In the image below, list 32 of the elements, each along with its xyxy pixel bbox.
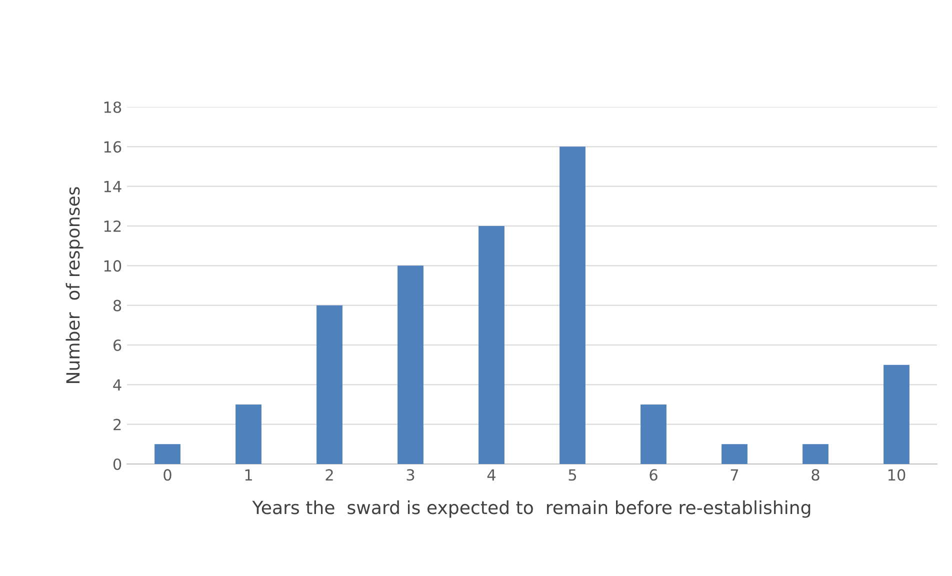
bar <box>154 444 180 464</box>
y-tick-label: 0 <box>113 458 122 470</box>
y-axis-title: Number of responses <box>66 187 84 384</box>
y-tick-label: 6 <box>113 339 122 352</box>
x-axis-title: Years the sward is expected to remain before re-establishing <box>252 500 810 518</box>
x-tick-label: 10 <box>888 469 906 481</box>
bar <box>316 305 342 464</box>
x-tick-label: 1 <box>245 469 252 480</box>
x-tick-label: 2 <box>326 469 333 480</box>
y-tick-label: 2 <box>114 418 121 430</box>
y-tick-label: 12 <box>104 220 121 232</box>
bar <box>236 404 262 464</box>
bar <box>640 404 666 464</box>
bar <box>722 444 748 464</box>
x-tick-label: 5 <box>568 469 576 481</box>
bar <box>398 266 424 464</box>
bar <box>560 146 586 464</box>
y-tick-label: 8 <box>113 300 122 312</box>
x-tick-label: 6 <box>650 469 658 481</box>
y-tick-label: 18 <box>104 101 122 114</box>
x-tick-label: 8 <box>812 469 820 481</box>
bar <box>802 444 828 464</box>
y-tick-label: 10 <box>104 260 122 272</box>
y-tick-label: 4 <box>113 379 122 390</box>
x-tick-label: 7 <box>730 469 738 480</box>
y-tick-label: 16 <box>104 141 122 153</box>
x-tick-label: 3 <box>406 469 414 481</box>
x-tick-label: 4 <box>487 469 496 480</box>
y-tick-label: 14 <box>104 181 122 192</box>
bar <box>884 364 910 464</box>
x-tick-label: 0 <box>164 469 172 481</box>
bar <box>478 226 504 464</box>
